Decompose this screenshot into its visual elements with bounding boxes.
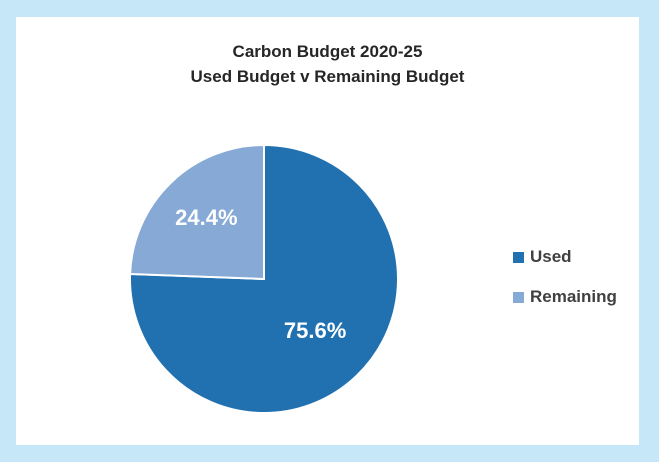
legend-swatch-remaining: [513, 291, 524, 303]
pie-chart: 75.6% 24.4%: [129, 143, 399, 414]
chart-title-block: Carbon Budget 2020-25 Used Budget v Rema…: [16, 39, 639, 89]
data-label-used: 75.6%: [284, 318, 346, 343]
legend-item-used: Used: [513, 245, 617, 269]
chart-title: Carbon Budget 2020-25: [232, 42, 423, 61]
legend-label-remaining: Remaining: [530, 287, 617, 306]
chart-panel: Carbon Budget 2020-25 Used Budget v Rema…: [16, 17, 639, 445]
legend-item-remaining: Remaining: [513, 285, 617, 309]
data-label-remaining: 24.4%: [175, 205, 237, 230]
chart-legend: Used Remaining: [513, 245, 617, 325]
chart-subtitle: Used Budget v Remaining Budget: [190, 67, 465, 86]
legend-label-used: Used: [530, 247, 572, 266]
legend-swatch-used: [513, 251, 524, 263]
pie-slice-remaining: [129, 143, 265, 281]
